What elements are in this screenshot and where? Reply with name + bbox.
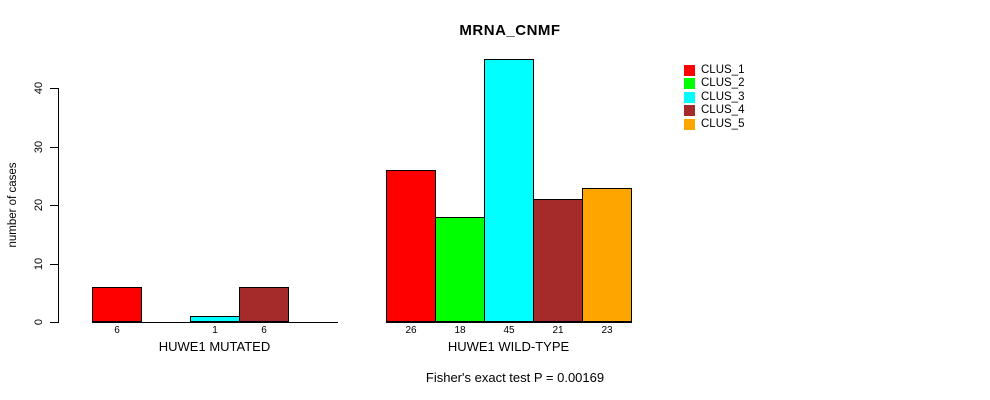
bar-clus_4-mutated <box>239 286 289 322</box>
bar-value-label: 23 <box>601 325 613 336</box>
bar-value-label: 26 <box>405 325 417 336</box>
y-axis-tick <box>50 263 58 265</box>
y-axis-tick-label: 30 <box>33 140 45 153</box>
y-axis-tick-label: 20 <box>33 198 45 212</box>
y-axis-tick <box>50 88 58 90</box>
group-label: HUWE1 MUTATED <box>158 339 271 354</box>
group-label: HUWE1 WILD-TYPE <box>447 339 570 354</box>
chart-title: MRNA_CNMF <box>459 22 561 39</box>
fisher-test-annotation: Fisher's exact test P = 0.00169 <box>425 370 605 385</box>
bar-value-label: 21 <box>552 325 564 336</box>
bar-value-label: 1 <box>212 325 218 336</box>
y-axis-tick <box>50 146 58 148</box>
bar-clus_5-wild-type <box>582 187 632 322</box>
legend-swatch-clus_3 <box>684 91 695 103</box>
y-axis-label: number of cases <box>7 162 19 248</box>
bar-value-label: 6 <box>261 325 267 336</box>
bar-clus_2-wild-type <box>435 216 485 322</box>
y-axis-line <box>58 88 59 323</box>
legend-label: CLUS_5 <box>701 117 745 130</box>
y-axis-tick-label: 0 <box>33 318 45 326</box>
bar-clus_4-wild-type <box>533 199 583 322</box>
bar-value-label: 45 <box>503 325 515 336</box>
legend-swatch-clus_1 <box>684 65 695 76</box>
legend-swatch-clus_2 <box>684 78 695 90</box>
y-axis-tick-label: 40 <box>33 82 45 95</box>
group-baseline <box>92 322 338 323</box>
bar-clus_1-wild-type <box>386 170 436 322</box>
y-axis-tick-label: 10 <box>33 257 45 270</box>
bar-value-label: 6 <box>114 325 120 336</box>
y-axis-tick <box>50 205 58 207</box>
legend-swatch-clus_5 <box>684 118 695 130</box>
legend-label: CLUS_1 <box>701 64 745 76</box>
group-baseline <box>386 322 632 323</box>
legend-label: CLUS_3 <box>701 90 745 103</box>
bar-clus_3-mutated <box>190 316 240 322</box>
legend-label: CLUS_2 <box>701 77 745 90</box>
bar-value-label: 18 <box>454 325 466 336</box>
bar-clus_1-mutated <box>92 286 142 322</box>
legend-label: CLUS_4 <box>701 104 745 117</box>
legend-swatch-clus_4 <box>684 105 695 117</box>
bar-clus_3-wild-type <box>484 59 534 322</box>
y-axis-tick <box>50 322 58 323</box>
